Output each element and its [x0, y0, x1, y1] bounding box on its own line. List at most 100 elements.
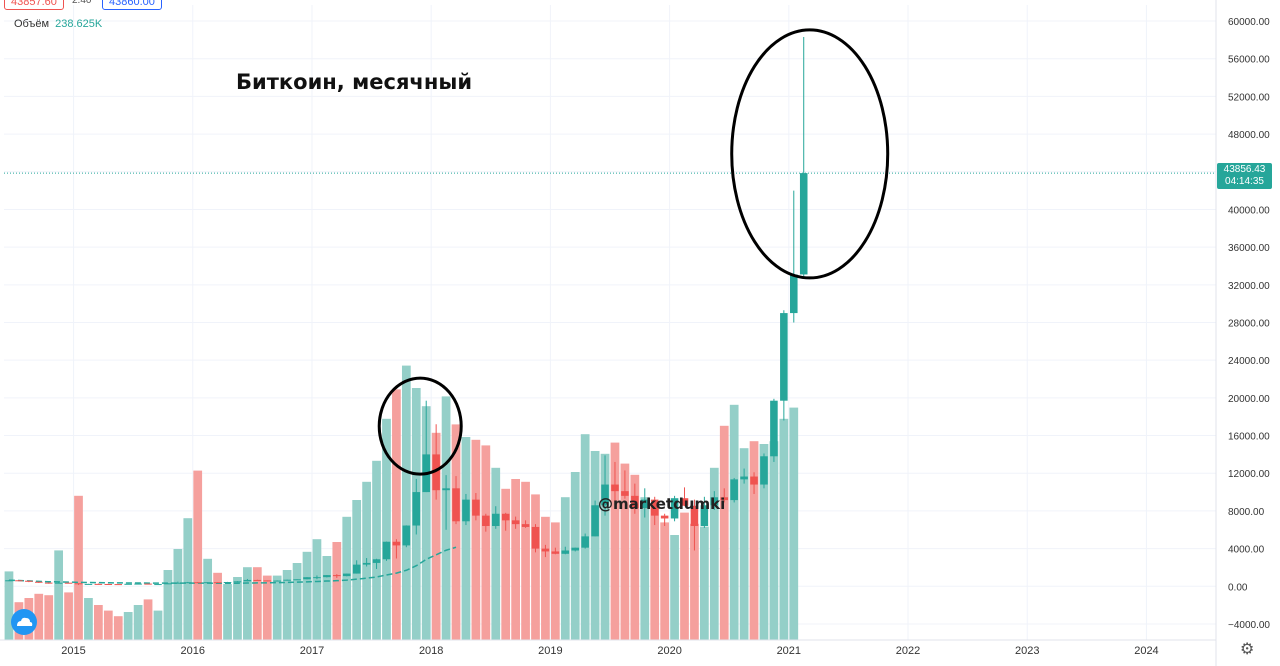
x-tick-label: 2019 — [538, 645, 562, 657]
volume-legend-value: 238.625K — [55, 18, 103, 30]
candle — [94, 583, 103, 585]
candle-body — [750, 476, 758, 485]
y-tick-label: 48000.00 — [1228, 130, 1270, 141]
candle-body — [720, 497, 729, 501]
candle — [223, 581, 232, 584]
ask-price[interactable]: 43860.00 — [102, 0, 162, 10]
volume-bar — [292, 563, 302, 640]
y-tick-label: 0.00 — [1228, 582, 1248, 593]
volume-bar — [302, 551, 312, 640]
candle — [15, 580, 23, 582]
candle — [472, 493, 480, 521]
candle — [382, 541, 391, 561]
candle — [660, 513, 669, 527]
candle-body — [601, 484, 609, 506]
candle-body — [342, 573, 351, 577]
candle — [372, 558, 381, 569]
candle-body — [402, 525, 411, 546]
volume-bar — [541, 516, 550, 640]
candle — [571, 547, 580, 552]
volume-bar — [64, 592, 73, 640]
x-tick-label: 2017 — [300, 645, 324, 657]
volume-bar — [660, 522, 670, 640]
volume-bar — [709, 467, 719, 640]
x-tick-label: 2023 — [1015, 645, 1039, 657]
candle-body — [740, 476, 748, 480]
volume-bar — [34, 593, 44, 640]
candle-body — [193, 582, 202, 584]
candle — [342, 573, 351, 577]
volume-bar — [620, 463, 630, 640]
candle-body — [660, 515, 669, 519]
candle-body — [64, 582, 73, 584]
candle — [591, 500, 599, 537]
candle — [462, 493, 470, 526]
volume-bar — [223, 584, 232, 640]
last-price-value: 43856.43 — [1223, 164, 1266, 175]
moving-average-line — [8, 546, 457, 585]
candle — [680, 487, 689, 507]
candle-body — [5, 580, 13, 582]
volume-bar — [471, 439, 481, 640]
gear-icon[interactable]: ⚙ — [1240, 641, 1255, 658]
y-tick-label: 12000.00 — [1228, 469, 1270, 480]
candle — [412, 478, 421, 535]
candle — [193, 581, 202, 584]
candle-body — [591, 505, 599, 537]
candle-body — [462, 499, 470, 522]
volume-bar — [481, 445, 491, 640]
y-tick-label: 8000.00 — [1228, 507, 1265, 518]
candle — [531, 524, 540, 553]
candle — [432, 424, 440, 500]
candle-body — [621, 491, 629, 496]
volume-bar — [282, 570, 292, 640]
candle — [442, 475, 450, 530]
volume-bar — [372, 460, 381, 640]
highlight-ellipse-2021 — [730, 28, 890, 280]
candle-body — [690, 505, 699, 527]
candle-body — [203, 582, 212, 584]
volume-bar — [729, 404, 739, 640]
tradingview-logo-icon[interactable] — [11, 609, 37, 635]
volume-bar — [431, 432, 441, 640]
volume-bar — [590, 451, 600, 640]
candle — [690, 499, 699, 551]
candle-body — [730, 479, 738, 501]
volume-bar — [183, 518, 193, 640]
candle-body — [104, 583, 113, 585]
candle-body — [650, 499, 659, 516]
candle — [203, 582, 212, 584]
volume-bar — [630, 474, 640, 640]
volume-bar — [44, 595, 54, 640]
candle — [164, 583, 172, 585]
candle-body — [482, 515, 490, 527]
candle — [670, 495, 679, 522]
candle — [581, 533, 589, 549]
candle-body — [352, 564, 361, 574]
candle-body — [253, 579, 262, 581]
volume-bar — [789, 407, 799, 640]
y-tick-label: 32000.00 — [1228, 281, 1270, 292]
candle — [323, 574, 331, 578]
y-tick-label: 52000.00 — [1228, 92, 1270, 103]
candle — [491, 506, 500, 529]
volume-bar — [521, 481, 530, 640]
quote-bar: 43857.60 2.40 43860.00 — [0, 0, 1216, 18]
candle-body — [631, 495, 639, 509]
volume-bar — [243, 567, 252, 640]
bid-price[interactable]: 43857.60 — [4, 0, 64, 10]
candle — [352, 560, 361, 574]
candle — [541, 544, 550, 558]
volume-bar — [113, 616, 123, 640]
volume-bar — [203, 558, 213, 640]
x-tick-label: 2015 — [61, 645, 85, 657]
candle-body — [54, 582, 63, 584]
x-tick-label: 2018 — [419, 645, 443, 657]
candle-body — [581, 536, 589, 548]
candle-body — [44, 582, 53, 584]
candle — [720, 488, 729, 503]
candle-body — [392, 541, 401, 546]
candle — [25, 580, 33, 583]
candle-body — [263, 580, 272, 582]
